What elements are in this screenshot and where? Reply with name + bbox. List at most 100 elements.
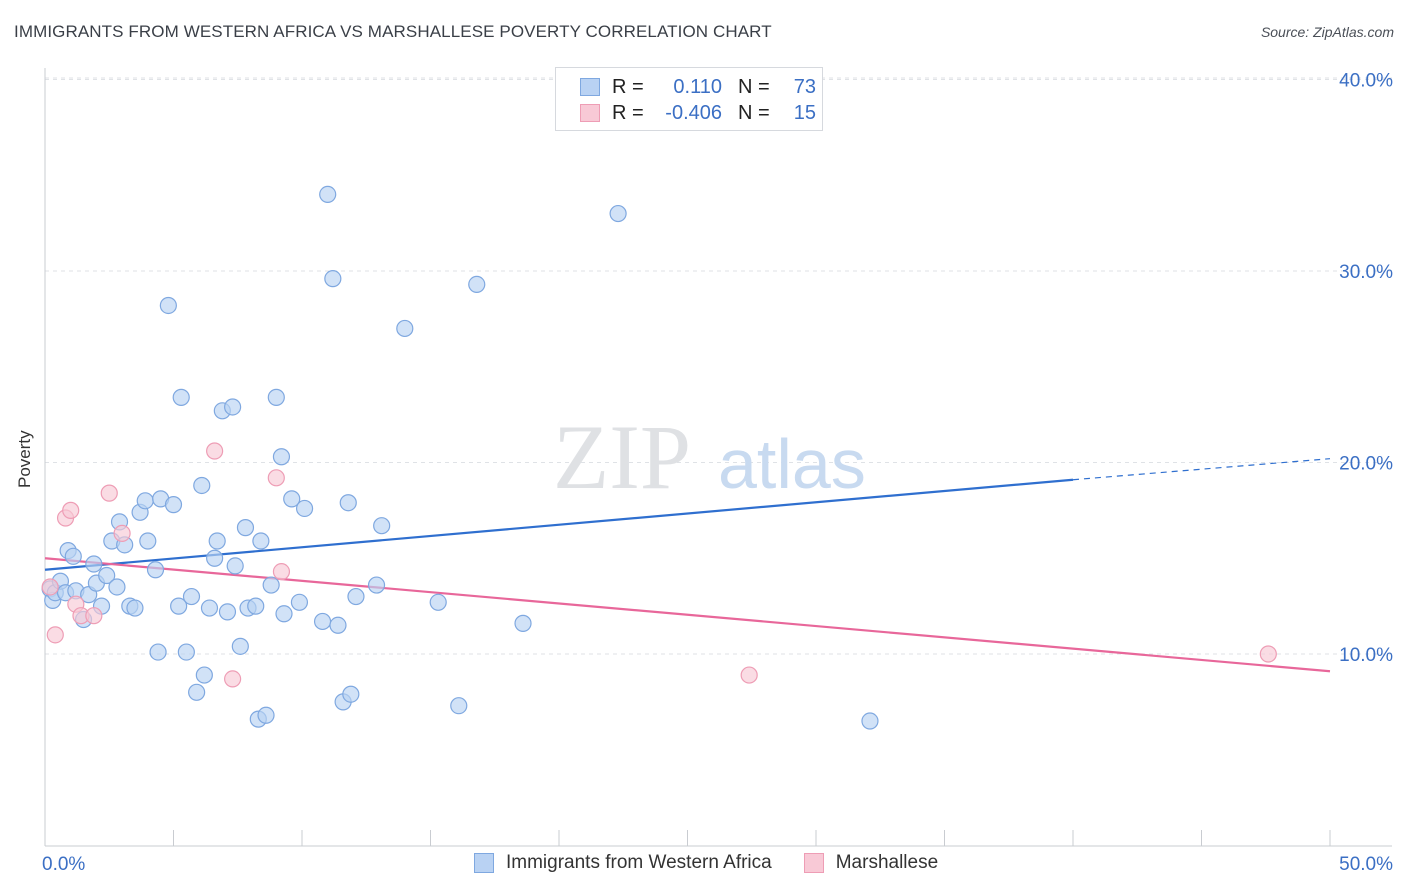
legend-swatch-blue	[474, 853, 494, 873]
point-immigrants	[283, 490, 301, 508]
legend-swatch-blue	[580, 78, 600, 96]
legend-n-value: 73	[793, 75, 816, 98]
point-immigrants	[396, 319, 414, 338]
point-immigrants	[193, 476, 211, 495]
trend-line-marshallese	[44, 557, 1331, 673]
legend-r-value: 0.110	[673, 75, 722, 98]
legend-r-label: R =	[612, 75, 644, 98]
point-immigrants	[272, 448, 291, 466]
correlation-legend: R = 0.110 N = 73 R = -0.406 N = 15	[555, 67, 823, 131]
point-immigrants	[313, 612, 332, 631]
point-immigrants	[200, 599, 219, 617]
point-immigrants	[159, 296, 177, 315]
point-immigrants	[224, 398, 242, 416]
point-immigrants	[450, 697, 468, 715]
legend-n-label: N =	[738, 75, 770, 98]
y-tick-label: 20.0%	[1339, 454, 1393, 475]
point-immigrants	[182, 587, 201, 606]
point-immigrants	[247, 597, 265, 615]
y-axis-label: Poverty	[15, 430, 34, 488]
point-marshallese	[46, 626, 64, 644]
point-immigrants	[339, 494, 357, 512]
point-immigrants	[195, 666, 213, 684]
point-marshallese	[1259, 645, 1277, 663]
point-immigrants	[342, 685, 360, 703]
point-immigrants	[146, 561, 165, 579]
point-immigrants	[329, 616, 347, 634]
point-marshallese	[62, 501, 80, 519]
point-immigrants	[149, 643, 167, 661]
point-immigrants	[231, 637, 249, 655]
point-immigrants	[319, 185, 337, 203]
legend-n-value: 15	[793, 101, 816, 124]
point-immigrants	[188, 683, 206, 701]
point-immigrants	[429, 593, 447, 611]
point-immigrants	[177, 643, 195, 661]
point-immigrants	[324, 270, 342, 288]
point-immigrants	[367, 576, 386, 594]
point-immigrants	[347, 587, 365, 606]
x-tick-label-min: 0.0%	[42, 854, 85, 875]
point-immigrants	[208, 532, 226, 550]
chart-title: IMMIGRANTS FROM WESTERN AFRICA VS MARSHA…	[14, 22, 772, 41]
y-tick-label: 10.0%	[1339, 645, 1393, 666]
series-immigrants-points	[41, 185, 879, 730]
legend-row-marshallese: R = -0.406 N = 15	[580, 100, 816, 126]
point-marshallese	[267, 469, 285, 487]
series-legend: Immigrants from Western Africa Marshalle…	[474, 852, 970, 874]
gridlines	[45, 77, 1392, 655]
point-immigrants	[468, 275, 486, 294]
point-immigrants	[275, 605, 293, 623]
legend-label-immigrants: Immigrants from Western Africa	[506, 852, 772, 873]
legend-swatch-pink	[580, 104, 600, 122]
series-marshallese-points	[41, 442, 1277, 688]
point-immigrants	[98, 566, 116, 585]
point-immigrants	[295, 499, 314, 518]
y-tick-label: 30.0%	[1339, 262, 1393, 283]
legend-label-marshallese: Marshallese	[835, 852, 939, 873]
point-immigrants	[172, 388, 190, 406]
point-immigrants	[85, 555, 103, 573]
point-marshallese	[206, 442, 224, 460]
point-immigrants	[861, 712, 879, 730]
watermark-zip: ZIP	[553, 406, 691, 508]
trend-line-immigrants-extension	[1072, 458, 1331, 481]
point-immigrants	[373, 517, 391, 535]
point-immigrants	[206, 549, 224, 567]
point-immigrants	[252, 532, 270, 550]
x-tick-label-max: 50.0%	[1339, 854, 1393, 875]
point-marshallese	[85, 607, 103, 625]
legend-item-immigrants: Immigrants from Western Africa	[474, 852, 772, 874]
point-marshallese	[100, 484, 118, 502]
point-marshallese	[224, 670, 242, 688]
point-immigrants	[609, 204, 627, 223]
point-immigrants	[514, 614, 532, 632]
point-immigrants	[290, 593, 309, 611]
watermark: ZIP atlas	[553, 406, 866, 508]
legend-n-label: N =	[738, 101, 770, 124]
point-marshallese	[41, 578, 59, 596]
point-immigrants	[64, 547, 82, 565]
point-immigrants	[257, 706, 275, 724]
point-marshallese	[272, 563, 291, 581]
point-marshallese	[113, 524, 131, 542]
point-immigrants	[139, 532, 157, 550]
point-immigrants	[164, 496, 183, 514]
axes	[44, 68, 1392, 847]
point-immigrants	[267, 388, 285, 406]
point-immigrants	[136, 492, 154, 510]
tick-labels: 10.0% 20.0% 30.0% 40.0% 0.0% 50.0%	[42, 71, 1393, 876]
point-immigrants	[108, 578, 126, 596]
legend-r-value: -0.406	[665, 101, 722, 124]
point-immigrants	[236, 519, 255, 537]
watermark-atlas: atlas	[718, 425, 866, 503]
point-immigrants	[170, 597, 188, 615]
point-immigrants	[126, 599, 144, 617]
legend-r-label: R =	[612, 101, 644, 124]
point-immigrants	[218, 603, 237, 621]
point-immigrants	[262, 576, 280, 594]
legend-swatch-pink	[803, 853, 824, 873]
point-immigrants	[226, 557, 244, 575]
legend-row-immigrants: R = 0.110 N = 73	[580, 74, 816, 100]
